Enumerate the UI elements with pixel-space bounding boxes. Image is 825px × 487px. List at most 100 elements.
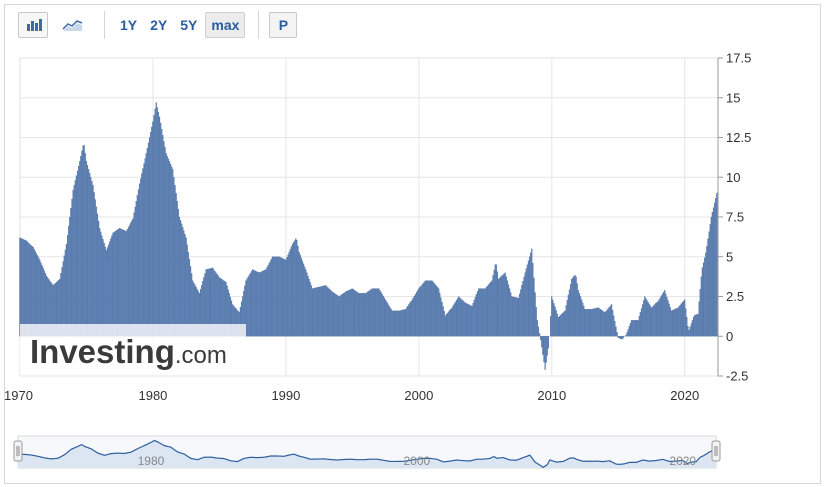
chart-bar [110,238,112,337]
chart-bar [162,135,164,337]
chart-bar [656,302,658,337]
chart-bar [277,256,279,337]
chart-bar [583,305,585,337]
chart-bar [347,290,349,337]
chart-bar [299,254,301,337]
chart-bar [685,308,687,337]
chart-bar [135,201,137,337]
chart-bar [564,310,566,337]
x-tick-label: 2020 [670,388,699,403]
chart-bar [350,288,352,337]
chart-bar [363,293,366,337]
chart-bar [440,297,442,337]
chart-bar [642,304,644,337]
range-2y-button[interactable]: 2Y [150,17,168,33]
chart-bar [556,313,558,337]
chart-bar [365,293,367,337]
chart-bar [643,300,645,337]
chart-bar [359,293,361,337]
range-1y-button[interactable]: 1Y [120,17,138,33]
chart-bar [649,305,651,337]
chart-bar [290,246,292,337]
chart-bar [98,220,100,337]
chart-bar [306,272,308,337]
chart-bar [555,310,557,337]
range-navigator[interactable]: 1980 2000 2020 [13,435,721,469]
chart-bar [328,288,330,337]
chart-bar [31,246,33,337]
chart-bar [154,108,156,337]
chart-bar [29,243,31,337]
chart-bar [356,291,358,337]
chart-bar [698,301,700,337]
chart-bar [629,323,631,337]
chart-bar [321,286,323,337]
x-tick-label: 2000 [404,388,433,403]
chart-bar [302,263,305,337]
chart-bar [557,317,559,337]
chart-bar [81,150,83,337]
chart-bar [462,300,464,337]
chart-bar [91,181,93,337]
chart-bar [127,226,130,337]
chart-bar [435,285,438,337]
p-button[interactable]: P [269,12,298,38]
chart-bar [175,193,177,337]
chart-bar [256,271,258,337]
chart-bar [109,241,111,337]
chart-bar [280,257,282,337]
chart-bar [265,269,267,337]
chart-bar [491,280,493,337]
chart-bar [301,260,304,337]
chart-bar [432,281,434,337]
chart-bar [297,245,299,337]
chart-bar [382,295,384,337]
chart-bar [619,336,622,339]
chart-bar [119,228,121,337]
chart-bar [444,315,446,337]
y-tick-label: -2.5 [726,369,748,384]
chart-bar [122,229,124,337]
chart-bar [546,336,548,356]
chart-bar [295,238,297,337]
range-max-button[interactable]: max [205,12,246,38]
range-5y-button[interactable]: 5Y [180,17,198,33]
chart-bar [532,263,534,337]
chart-bar [174,185,176,337]
chart-bar [320,286,322,337]
bar-chart-button[interactable] [18,12,48,38]
chart-bar [168,161,171,337]
chart-bar [565,305,567,337]
chart-bar [339,295,341,337]
chart-bar [682,300,685,337]
chart-bar [710,216,712,337]
chart-bar [425,280,428,337]
chart-bar [274,256,276,337]
chart-bar [674,309,676,337]
chart-bar [370,289,372,337]
chart-bar [472,303,474,337]
area-chart-button[interactable] [56,12,86,38]
chart-bar [257,272,259,337]
chart-bar [309,282,311,337]
chart-bar [616,332,618,337]
chart-bar [433,283,435,337]
chart-bar [545,336,547,363]
chart-bar [413,295,415,337]
chart-bar [155,102,157,337]
chart-bar [270,258,273,337]
chart-bar [516,297,518,337]
navigator-left-handle[interactable] [13,440,23,462]
chart-bar [579,296,582,337]
chart-bar [338,296,340,337]
chart-bar [428,280,430,337]
chart-bar [367,291,369,337]
y-tick-label: 10 [726,170,740,185]
chart-bar [394,310,397,337]
chart-bar [161,128,163,337]
chart-bar [390,308,392,337]
chart-bar [281,258,284,337]
chart-bar [133,212,135,337]
navigator-right-handle[interactable] [711,440,721,462]
chart-bar [76,170,79,337]
